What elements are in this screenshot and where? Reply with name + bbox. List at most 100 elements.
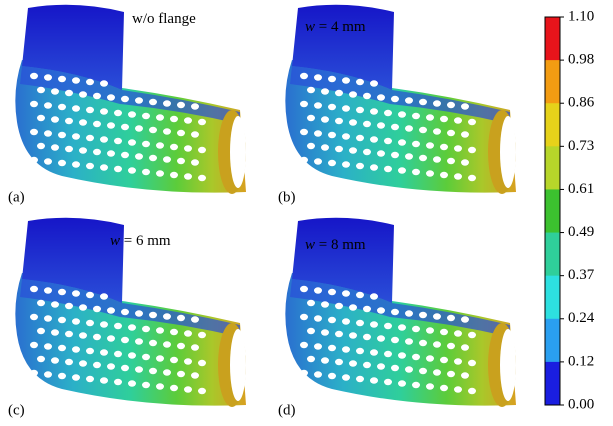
hole <box>163 156 171 162</box>
hole <box>461 372 469 378</box>
hole <box>356 376 364 382</box>
hole <box>433 341 441 347</box>
hole <box>384 138 392 144</box>
hole <box>30 314 38 320</box>
hole <box>300 314 308 320</box>
hole <box>79 304 87 310</box>
hole <box>51 301 59 307</box>
hole <box>86 163 94 169</box>
colorbar-label: 0.37 <box>568 267 595 283</box>
hole <box>433 369 441 375</box>
hole <box>370 108 378 114</box>
model-end-inner <box>230 116 246 188</box>
hole <box>135 97 143 103</box>
hole <box>370 377 378 383</box>
hole <box>135 310 143 316</box>
hole <box>30 101 38 107</box>
hole <box>321 144 329 150</box>
hole <box>135 338 143 344</box>
hole <box>349 91 357 97</box>
hole <box>349 332 357 338</box>
hole <box>191 372 199 378</box>
hole <box>426 170 434 176</box>
hole <box>398 380 406 386</box>
hole <box>461 316 469 322</box>
hole <box>342 346 350 352</box>
hole <box>177 315 185 321</box>
hole <box>121 365 129 371</box>
panel-label: (a) <box>8 189 25 205</box>
hole <box>356 79 364 85</box>
hole <box>447 102 455 108</box>
hole <box>440 329 448 335</box>
hole <box>468 332 476 338</box>
hole <box>335 359 343 365</box>
hole <box>321 88 329 94</box>
hole <box>335 331 343 337</box>
hole <box>86 320 94 326</box>
hole <box>100 293 108 299</box>
hole <box>93 149 101 155</box>
hole <box>170 329 178 335</box>
hole <box>461 344 469 350</box>
hole <box>356 163 364 169</box>
hole <box>37 328 45 334</box>
hole <box>72 374 80 380</box>
hole <box>363 93 371 99</box>
hole <box>419 155 427 161</box>
hole <box>342 374 350 380</box>
hole <box>37 143 45 149</box>
hole <box>314 315 322 321</box>
hole <box>468 360 476 366</box>
hole <box>30 129 38 135</box>
hole <box>398 139 406 145</box>
hole <box>72 346 80 352</box>
hole <box>412 326 420 332</box>
hole <box>426 383 434 389</box>
hole <box>440 116 448 122</box>
hole <box>363 334 371 340</box>
hole <box>72 133 80 139</box>
hole <box>128 139 136 145</box>
hole <box>412 382 420 388</box>
hole <box>377 150 385 156</box>
colorbar-band <box>545 60 560 104</box>
hole <box>370 293 378 299</box>
hole <box>314 371 322 377</box>
hole <box>454 330 462 336</box>
hole <box>447 343 455 349</box>
hole <box>184 173 192 179</box>
hole <box>79 360 87 366</box>
hole <box>342 161 350 167</box>
hole <box>300 157 308 163</box>
hole <box>156 355 164 361</box>
hole <box>58 345 66 351</box>
hole <box>177 158 185 164</box>
hole <box>121 124 129 130</box>
hole <box>405 310 413 316</box>
hole <box>191 159 199 165</box>
colorbar-band <box>545 319 560 363</box>
hole <box>149 155 157 161</box>
hole <box>405 153 413 159</box>
hole <box>177 343 185 349</box>
hole <box>149 99 157 105</box>
hole <box>149 127 157 133</box>
hole <box>107 94 115 100</box>
hole <box>86 376 94 382</box>
hole <box>454 358 462 364</box>
hole <box>184 358 192 364</box>
hole <box>58 160 66 166</box>
hole <box>170 116 178 122</box>
hole <box>72 318 80 324</box>
hole <box>391 337 399 343</box>
hole <box>51 329 59 335</box>
hole <box>184 330 192 336</box>
panel-label: (c) <box>8 402 25 418</box>
hole <box>65 359 73 365</box>
hole <box>300 370 308 376</box>
hole <box>65 331 73 337</box>
hole <box>191 131 199 137</box>
hole <box>328 160 336 166</box>
hole <box>440 144 448 150</box>
